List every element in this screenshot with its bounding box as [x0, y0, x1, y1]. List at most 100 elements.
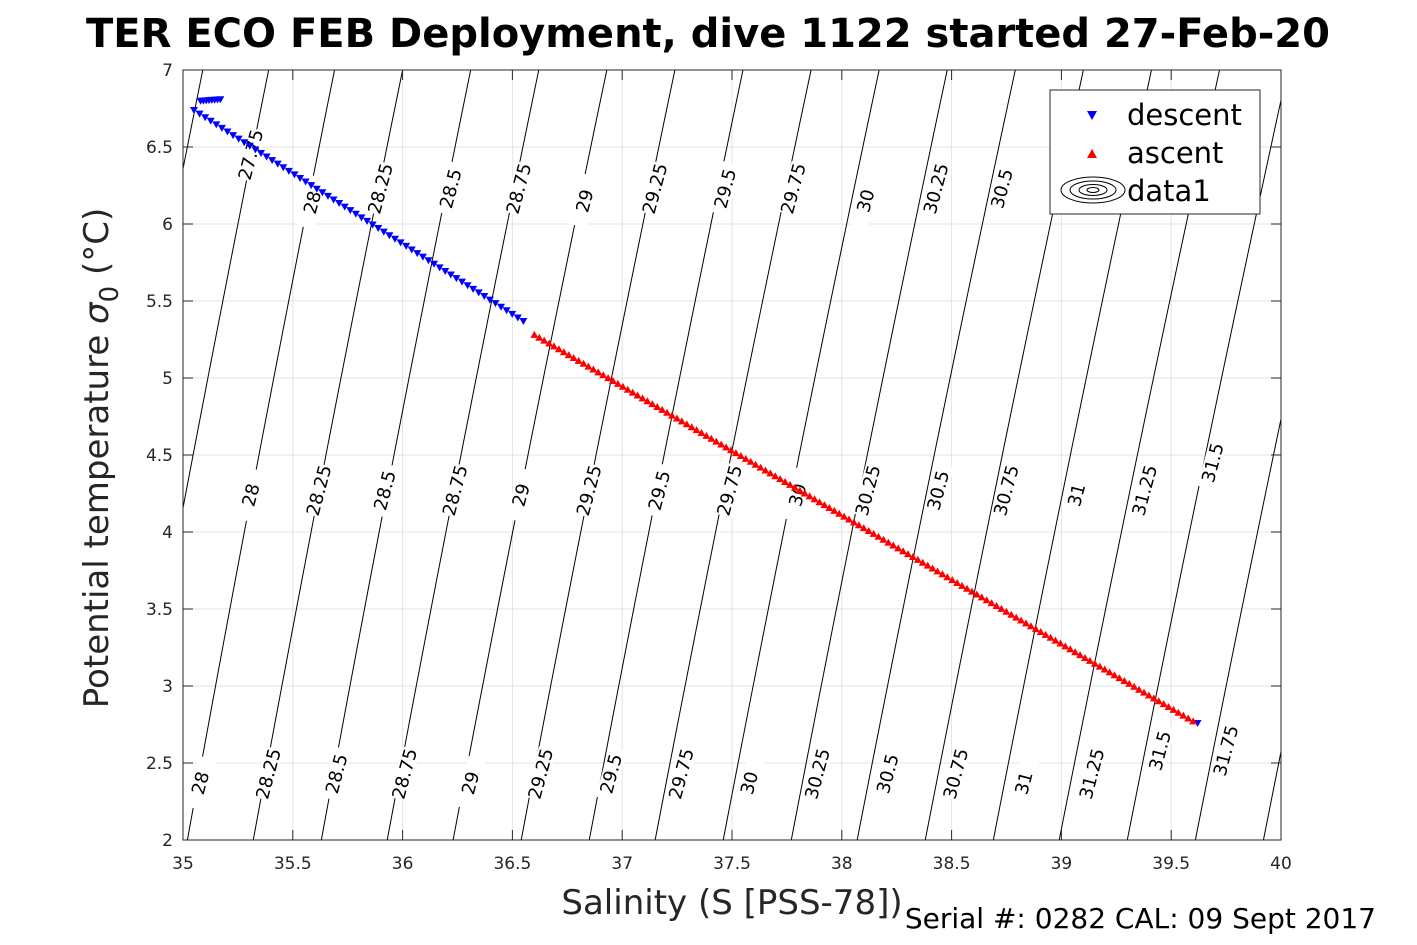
- ascent-point: [638, 394, 647, 402]
- ascent-point: [1139, 688, 1148, 696]
- ascent-point: [741, 454, 750, 462]
- ascent-point: [766, 469, 775, 477]
- ascent-point: [589, 365, 598, 373]
- ascent-point: [727, 446, 736, 454]
- ascent-point: [731, 449, 740, 457]
- contour-label-background: [503, 161, 535, 217]
- contour-label-background: [525, 746, 557, 802]
- ascent-point: [1154, 697, 1163, 705]
- ascent-point: [756, 463, 765, 471]
- ascent-point: [997, 604, 1006, 612]
- ascent-point: [618, 382, 627, 390]
- descent-point: [206, 117, 215, 125]
- ascent-point: [633, 391, 642, 399]
- ascent-point: [1031, 625, 1040, 633]
- ascent-point: [948, 576, 957, 584]
- contour-label-background: [435, 161, 467, 217]
- contour-label-background: [303, 462, 335, 518]
- descent-point: [323, 192, 332, 200]
- ascent-point: [963, 584, 972, 592]
- descent-point: [340, 203, 349, 211]
- descent-point: [273, 160, 282, 168]
- contour-label-background: [321, 746, 353, 802]
- ascent-point: [918, 558, 927, 566]
- x-axis-ticks: 35 35.5 36 36.5 37 37.5 38 38.5 39 39.5 40: [172, 70, 1292, 874]
- x-tick-label: 35.5: [274, 854, 312, 874]
- ascent-point: [663, 408, 672, 416]
- descent-point: [374, 225, 383, 233]
- contour-label-background: [1210, 723, 1242, 779]
- contour-label-background: [666, 746, 697, 802]
- ascent-point: [1169, 705, 1178, 713]
- ascent-point: [795, 486, 804, 494]
- x-tick-label: 40: [1270, 854, 1292, 874]
- ascent-point: [1159, 700, 1168, 708]
- ascent-point: [574, 356, 583, 364]
- contour-label-background: [991, 462, 1022, 518]
- ascent-point: [781, 477, 790, 485]
- ascent-point: [648, 400, 657, 408]
- y-tick-label: 2: [162, 831, 173, 851]
- contour-label-background: [850, 173, 882, 229]
- descent-point: [502, 307, 511, 315]
- descent-point: [513, 314, 522, 322]
- contour-label-background: [920, 161, 952, 217]
- descent-point: [223, 128, 232, 136]
- y-axis-label-unit: (°C): [77, 208, 117, 275]
- x-axis-label: Salinity (S [PSS-78]): [561, 883, 902, 923]
- ascent-point: [825, 503, 834, 511]
- contour-label-background: [573, 462, 605, 518]
- ascent-point: [1105, 668, 1114, 676]
- ascent-point: [564, 351, 573, 359]
- ascent-point: [643, 397, 652, 405]
- ascent-point: [613, 379, 622, 387]
- ascent-point: [653, 402, 662, 410]
- ascent-point: [923, 561, 932, 569]
- descent-point: [351, 210, 360, 218]
- ascent-point: [1076, 651, 1085, 659]
- descent-point: [424, 257, 433, 265]
- contour-label-background: [1197, 435, 1229, 491]
- contour-label-background: [1129, 462, 1161, 518]
- contour-label-background: [709, 161, 741, 217]
- descent-point: [296, 174, 305, 182]
- ascent-point: [938, 570, 947, 578]
- y-tick-label: 4.5: [146, 446, 173, 466]
- descent-point: [407, 246, 416, 254]
- ascent-point: [540, 336, 549, 344]
- ascent-point: [835, 509, 844, 517]
- ascent-point: [805, 492, 814, 500]
- descent-point: [508, 310, 517, 318]
- ascent-point: [1115, 674, 1124, 682]
- legend-ascent-marker: [1087, 149, 1097, 158]
- descent-point: [329, 196, 338, 204]
- descent-point: [301, 178, 310, 186]
- ascent-point: [933, 567, 942, 575]
- ascent-point: [1125, 679, 1134, 687]
- contour-label-background: [644, 462, 675, 518]
- descent-point: [245, 142, 254, 150]
- ascent-point: [672, 414, 681, 422]
- descent-point: [268, 157, 277, 165]
- descent-point: [335, 200, 344, 208]
- x-tick-label: 37: [611, 854, 633, 874]
- ascent-point: [1051, 636, 1060, 644]
- contour-label-background: [235, 467, 267, 523]
- descent-point: [307, 182, 316, 190]
- ascent-point: [889, 541, 898, 549]
- ascent-point: [1095, 662, 1104, 670]
- ascent-point: [967, 587, 976, 595]
- ascent-point: [1130, 682, 1139, 690]
- y-tick-label: 3.5: [146, 600, 173, 620]
- descent-point: [229, 132, 238, 140]
- ascent-point: [771, 472, 780, 480]
- ascent-point: [761, 466, 770, 474]
- ascent-point: [987, 599, 996, 607]
- ascent-point: [599, 371, 608, 379]
- ascent-point: [1110, 671, 1119, 679]
- ascent-point: [845, 515, 854, 523]
- contour-label-background: [235, 127, 267, 183]
- ascent-point: [677, 417, 686, 425]
- y-tick-label: 5: [162, 369, 173, 389]
- contour-label-background: [505, 467, 537, 523]
